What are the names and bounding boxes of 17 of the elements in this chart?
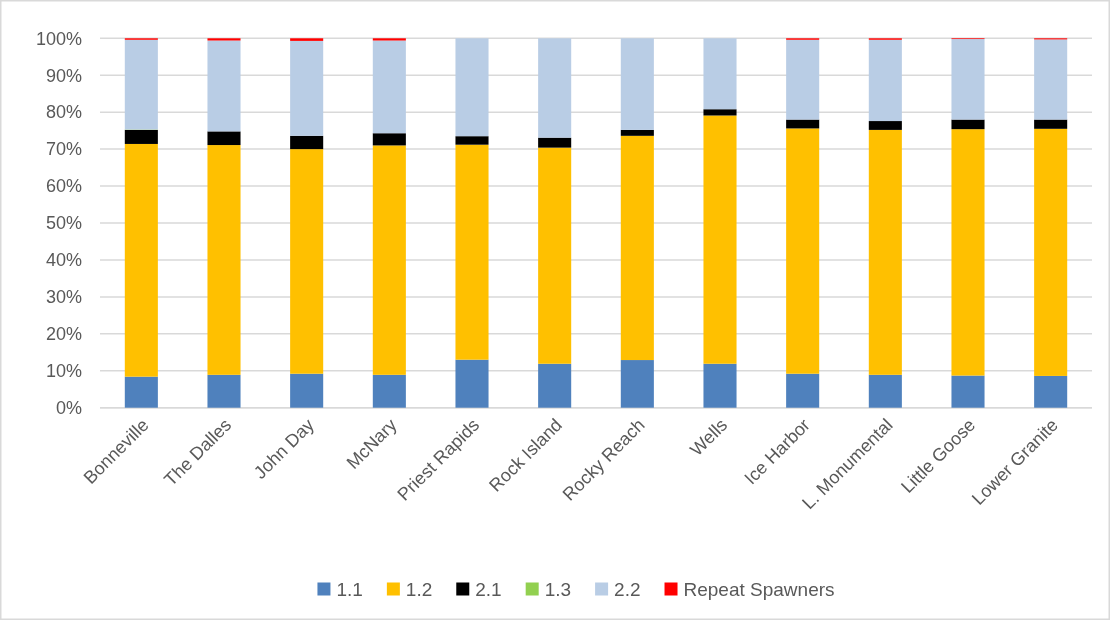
y-tick-label: 90% [45, 65, 82, 86]
legend-label: Repeat Spawners [683, 578, 835, 600]
y-tick-label: 40% [45, 250, 82, 271]
legend-label: 1.2 [405, 578, 433, 600]
y-tick-label: 20% [45, 324, 82, 345]
legend-label: 2.2 [614, 578, 641, 600]
legend-label: 2.1 [475, 578, 502, 600]
y-tick-label: 70% [45, 139, 82, 160]
y-tick-label: 80% [45, 102, 82, 123]
y-tick-label: 50% [45, 213, 82, 234]
legend-label: 1.3 [544, 578, 572, 600]
y-tick-label: 60% [45, 176, 82, 197]
legend-label: 1.1 [336, 578, 363, 600]
y-tick-label: 10% [45, 361, 82, 382]
y-tick-label: 100% [35, 28, 82, 49]
y-tick-label: 0% [55, 398, 82, 418]
y-tick-label: 30% [45, 287, 82, 308]
